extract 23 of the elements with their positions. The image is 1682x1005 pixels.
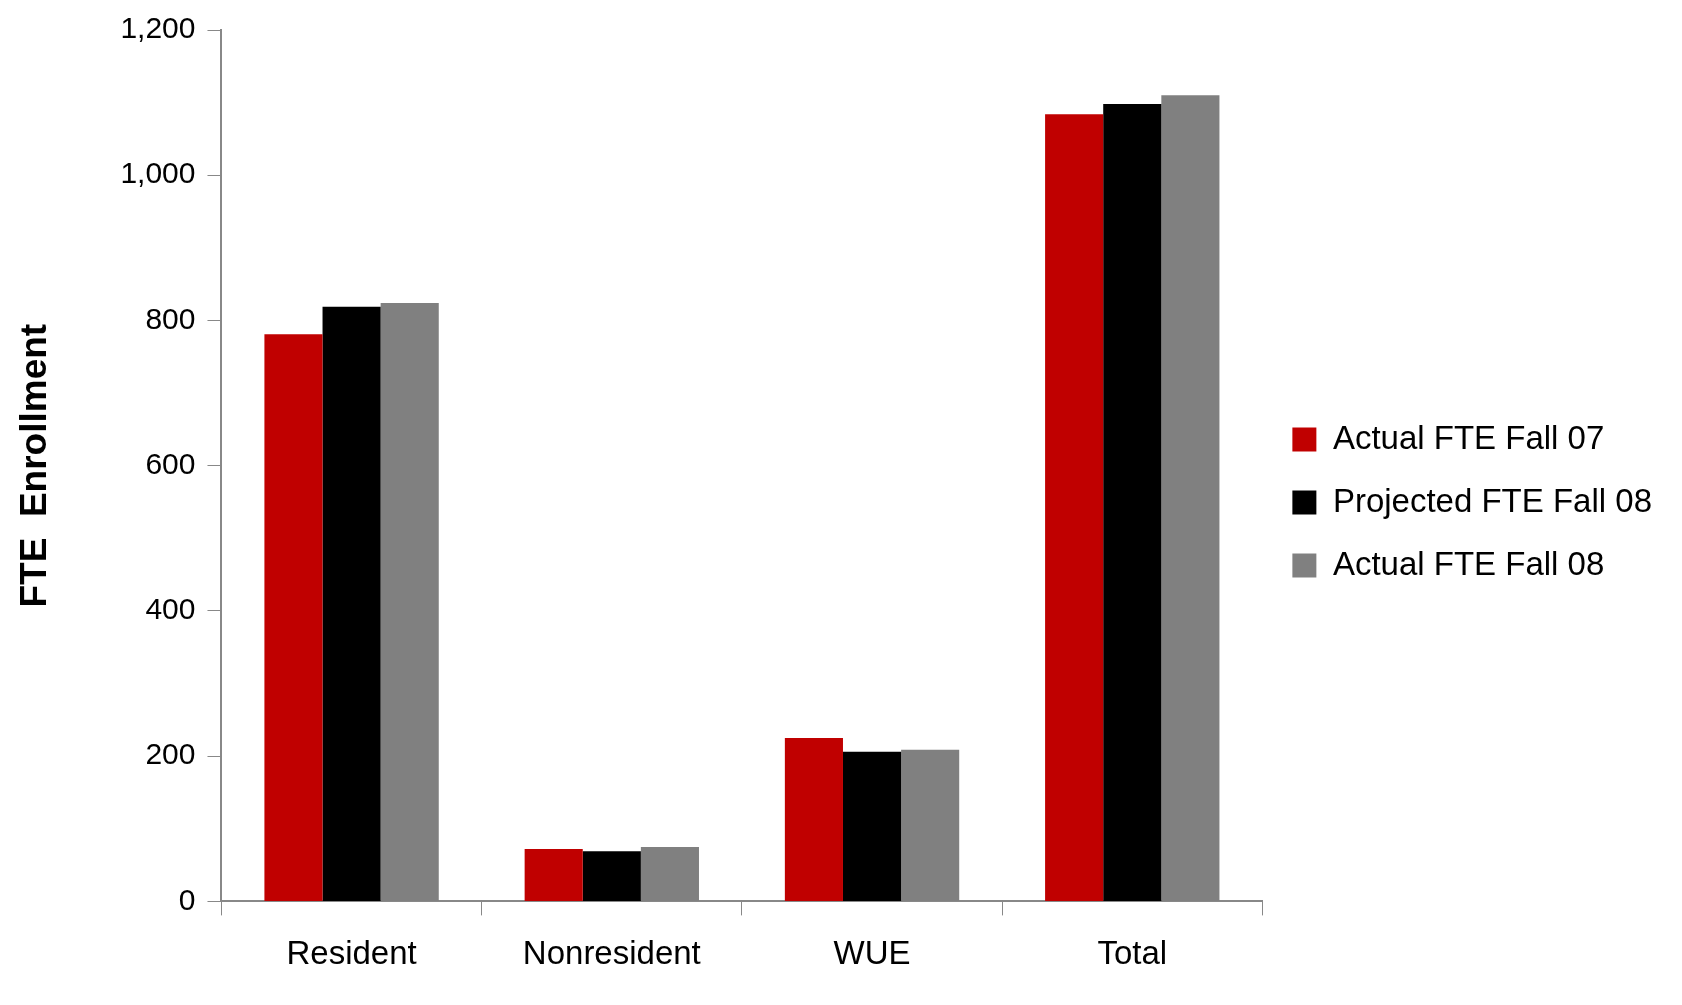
x-tick-label: WUE (833, 934, 911, 972)
y-tick-label: 0 (178, 882, 196, 916)
legend-label: Actual FTE Fall 07 (1332, 418, 1605, 456)
bar (1103, 104, 1162, 901)
y-tick-label: 1,000 (120, 156, 196, 190)
bar (842, 751, 902, 901)
x-tick-label: Total (1097, 934, 1168, 972)
bar (1045, 114, 1104, 901)
bar (322, 306, 381, 901)
bar (784, 738, 843, 901)
y-axis-title: FTE Enrollment (13, 323, 55, 608)
x-tick-label: Nonresident (522, 934, 701, 972)
y-tick-label: 800 (145, 301, 196, 335)
y-tick-label: 600 (145, 446, 196, 480)
y-tick-label: 400 (145, 592, 196, 626)
bar (264, 334, 323, 901)
y-tick-label: 1,200 (120, 11, 196, 45)
bar (582, 851, 641, 901)
bar (524, 849, 583, 901)
legend-label: Projected FTE Fall 08 (1332, 481, 1652, 519)
y-tick-label: 200 (145, 737, 196, 771)
x-tick-label: Resident (286, 934, 417, 972)
legend-label: Actual FTE Fall 08 (1332, 544, 1605, 582)
